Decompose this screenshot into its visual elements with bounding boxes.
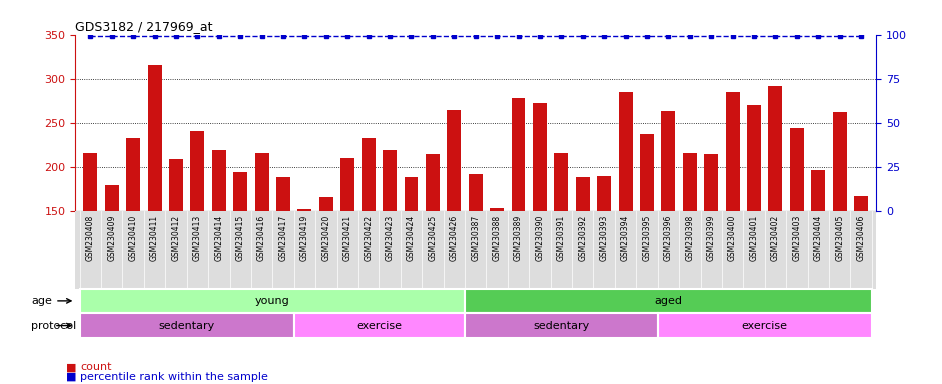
- Text: GSM230425: GSM230425: [429, 215, 437, 261]
- Text: GSM230396: GSM230396: [664, 215, 673, 261]
- Text: GSM230400: GSM230400: [728, 215, 738, 261]
- Text: GSM230394: GSM230394: [621, 215, 630, 261]
- Bar: [404, 177, 418, 343]
- Text: GSM230391: GSM230391: [557, 215, 566, 261]
- Text: GSM230392: GSM230392: [578, 215, 587, 261]
- Text: GSM230404: GSM230404: [814, 215, 822, 261]
- Text: GSM230405: GSM230405: [836, 215, 844, 261]
- Bar: [169, 159, 183, 343]
- Bar: [362, 138, 376, 343]
- Bar: [447, 109, 462, 343]
- Text: GSM230415: GSM230415: [236, 215, 245, 261]
- Text: GSM230388: GSM230388: [493, 215, 502, 261]
- Bar: [661, 111, 675, 343]
- Bar: [512, 98, 526, 343]
- Text: GSM230413: GSM230413: [193, 215, 202, 261]
- Text: sedentary: sedentary: [533, 321, 590, 331]
- Bar: [469, 174, 482, 343]
- Bar: [276, 177, 290, 343]
- Bar: [769, 86, 783, 343]
- Bar: [84, 153, 97, 343]
- Text: ■: ■: [66, 372, 76, 382]
- Bar: [105, 185, 119, 343]
- Text: GSM230419: GSM230419: [300, 215, 309, 261]
- Text: GSM230426: GSM230426: [449, 215, 459, 261]
- Text: protocol: protocol: [31, 321, 76, 331]
- Text: GSM230414: GSM230414: [214, 215, 223, 261]
- Bar: [811, 170, 825, 343]
- Text: GSM230399: GSM230399: [706, 215, 716, 261]
- Bar: [212, 150, 226, 343]
- Text: sedentary: sedentary: [158, 321, 215, 331]
- Text: GSM230389: GSM230389: [514, 215, 523, 261]
- Bar: [854, 196, 868, 343]
- Text: GSM230403: GSM230403: [792, 215, 802, 261]
- Bar: [80, 288, 465, 313]
- Text: aged: aged: [655, 296, 682, 306]
- Text: GSM230423: GSM230423: [385, 215, 395, 261]
- Bar: [126, 138, 140, 343]
- Text: GSM230395: GSM230395: [642, 215, 652, 261]
- Bar: [148, 65, 161, 343]
- Bar: [619, 92, 632, 343]
- Bar: [747, 105, 761, 343]
- Text: GSM230420: GSM230420: [321, 215, 331, 261]
- Bar: [319, 197, 333, 343]
- Text: GSM230410: GSM230410: [129, 215, 138, 261]
- Text: GSM230402: GSM230402: [771, 215, 780, 261]
- Text: GDS3182 / 217969_at: GDS3182 / 217969_at: [75, 20, 213, 33]
- Text: GSM230412: GSM230412: [171, 215, 181, 261]
- Text: GSM230408: GSM230408: [86, 215, 95, 261]
- Bar: [426, 154, 440, 343]
- Bar: [490, 208, 504, 343]
- Text: GSM230411: GSM230411: [150, 215, 159, 261]
- Text: GSM230406: GSM230406: [856, 215, 866, 261]
- Text: GSM230417: GSM230417: [279, 215, 287, 261]
- Bar: [597, 175, 611, 343]
- Text: GSM230390: GSM230390: [535, 215, 544, 261]
- Text: ■: ■: [66, 362, 76, 372]
- Bar: [683, 153, 697, 343]
- Bar: [533, 103, 547, 343]
- Bar: [725, 92, 739, 343]
- Text: GSM230401: GSM230401: [750, 215, 758, 261]
- Bar: [465, 288, 871, 313]
- Text: GSM230398: GSM230398: [685, 215, 694, 261]
- Text: GSM230393: GSM230393: [600, 215, 609, 261]
- Bar: [640, 134, 654, 343]
- Bar: [294, 313, 465, 338]
- Bar: [833, 112, 847, 343]
- Bar: [190, 131, 204, 343]
- Text: count: count: [80, 362, 111, 372]
- Bar: [80, 313, 294, 338]
- Text: young: young: [255, 296, 290, 306]
- Bar: [658, 313, 871, 338]
- Bar: [383, 150, 397, 343]
- Text: exercise: exercise: [741, 321, 788, 331]
- Text: GSM230416: GSM230416: [257, 215, 267, 261]
- Bar: [705, 154, 718, 343]
- Bar: [465, 313, 658, 338]
- Bar: [234, 172, 247, 343]
- Bar: [790, 128, 804, 343]
- Text: GSM230409: GSM230409: [107, 215, 116, 261]
- Bar: [298, 209, 312, 343]
- Bar: [576, 177, 590, 343]
- Text: GSM230422: GSM230422: [365, 215, 373, 261]
- Bar: [254, 153, 268, 343]
- Text: GSM230387: GSM230387: [471, 215, 480, 261]
- Text: GSM230421: GSM230421: [343, 215, 351, 261]
- Bar: [340, 158, 354, 343]
- Bar: [555, 153, 568, 343]
- Text: GSM230424: GSM230424: [407, 215, 416, 261]
- Text: exercise: exercise: [356, 321, 402, 331]
- Text: age: age: [31, 296, 71, 306]
- Text: percentile rank within the sample: percentile rank within the sample: [80, 372, 268, 382]
